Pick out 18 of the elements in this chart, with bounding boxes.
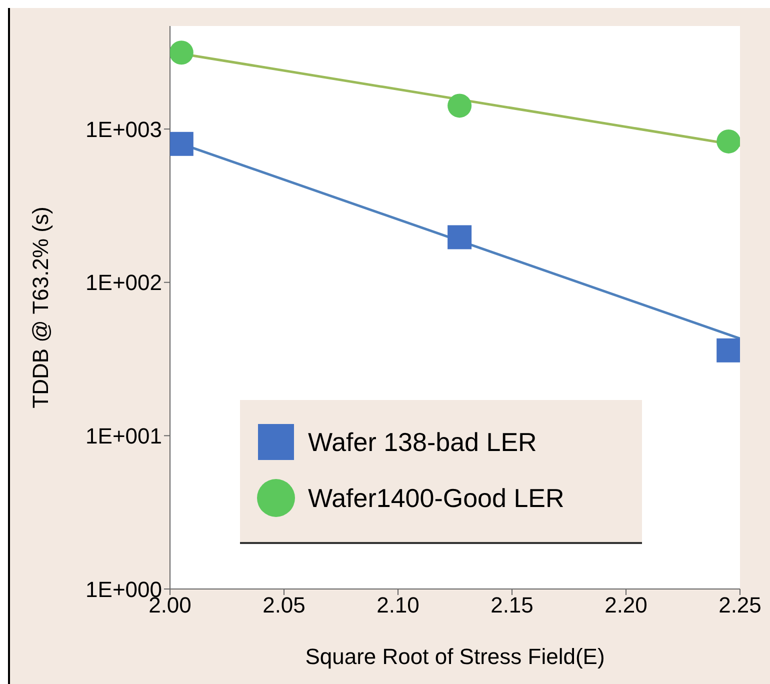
point [448, 94, 472, 118]
y-tick-label: 1E+001 [86, 423, 162, 448]
y-tick-label: 1E+003 [86, 116, 162, 142]
point [716, 338, 740, 362]
y-tick-label: 1E+002 [86, 270, 162, 296]
point [170, 40, 194, 65]
x-axis-title: Square Root of Stress Field(E) [305, 644, 605, 669]
point [716, 129, 740, 154]
legend-label: Wafer1400-Good LER [308, 482, 564, 514]
x-tick-label: 2.20 [604, 592, 648, 618]
y-axis-title: TDDB @ T63.2% (s) [28, 206, 53, 408]
legend-label: Wafer 138-bad LER [308, 426, 537, 458]
x-tick-label: 2.15 [490, 592, 534, 618]
x-tick-label: 2.05 [262, 592, 306, 618]
x-tick-label: 2.10 [376, 592, 420, 618]
x-tick-label: 2.25 [718, 592, 762, 618]
point [448, 225, 472, 250]
point [170, 132, 194, 156]
